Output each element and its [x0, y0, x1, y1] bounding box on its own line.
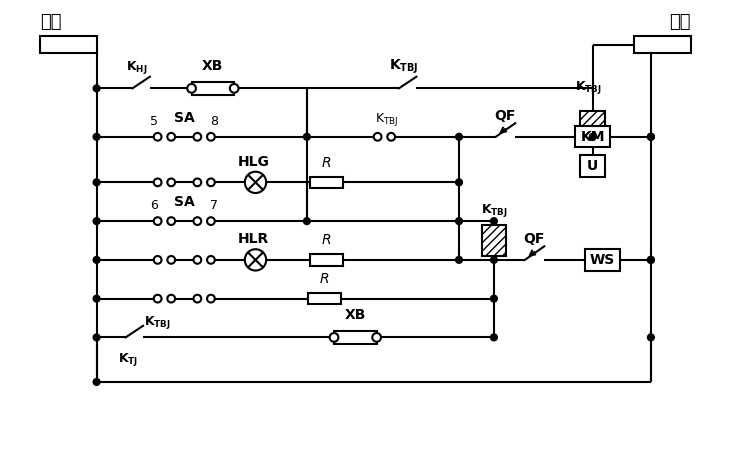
Bar	[575, 126, 610, 147]
Circle shape	[455, 179, 463, 186]
Circle shape	[245, 249, 266, 271]
Circle shape	[93, 295, 100, 302]
Circle shape	[93, 85, 100, 92]
Circle shape	[589, 133, 596, 140]
Circle shape	[207, 133, 215, 141]
Circle shape	[303, 218, 310, 224]
Circle shape	[167, 178, 175, 186]
Circle shape	[455, 133, 463, 140]
Circle shape	[648, 256, 654, 263]
Circle shape	[491, 256, 497, 263]
Circle shape	[648, 133, 654, 140]
Text: KM: KM	[580, 130, 605, 144]
Circle shape	[207, 295, 215, 303]
Text: U: U	[587, 159, 599, 173]
Text: 5: 5	[150, 115, 158, 128]
Bar	[192, 82, 234, 95]
Text: $R$: $R$	[321, 156, 331, 170]
Text: I: I	[491, 233, 496, 247]
Text: K$_{\mathregular{TBJ}}$: K$_{\mathregular{TBJ}}$	[481, 202, 508, 219]
Bar	[310, 254, 343, 266]
Circle shape	[374, 133, 382, 141]
Text: K$_{\mathregular{TBJ}}$: K$_{\mathregular{TBJ}}$	[144, 314, 171, 331]
Circle shape	[648, 334, 654, 341]
Text: SA: SA	[174, 195, 194, 210]
Text: WS: WS	[590, 253, 615, 267]
Bar	[580, 110, 605, 140]
Circle shape	[207, 178, 215, 186]
Text: QF: QF	[523, 232, 545, 247]
Circle shape	[372, 333, 381, 342]
Text: 7: 7	[210, 199, 218, 212]
Text: K$_{\mathregular{TBJ}}$: K$_{\mathregular{TBJ}}$	[389, 57, 419, 76]
Bar	[580, 155, 605, 176]
Text: XB: XB	[202, 59, 224, 73]
Circle shape	[167, 217, 175, 225]
Circle shape	[303, 133, 310, 140]
Circle shape	[154, 217, 162, 225]
Circle shape	[491, 218, 497, 224]
Text: QF: QF	[494, 109, 515, 123]
Circle shape	[93, 218, 100, 224]
Circle shape	[207, 217, 215, 225]
Circle shape	[330, 333, 338, 342]
Circle shape	[154, 178, 162, 186]
Circle shape	[194, 256, 201, 264]
Circle shape	[93, 133, 100, 140]
Text: XB: XB	[344, 308, 366, 322]
Circle shape	[491, 334, 497, 341]
Text: $R$: $R$	[319, 272, 330, 286]
Bar	[334, 331, 376, 343]
Circle shape	[648, 256, 654, 263]
Circle shape	[491, 295, 497, 302]
Bar	[40, 36, 96, 53]
Circle shape	[207, 256, 215, 264]
Circle shape	[455, 218, 463, 224]
Text: 負極: 負極	[669, 13, 691, 31]
Text: 正極: 正極	[40, 13, 62, 31]
Text: HLR: HLR	[238, 232, 269, 247]
Bar	[310, 176, 343, 188]
Text: 6: 6	[150, 199, 158, 212]
Circle shape	[387, 133, 395, 141]
Circle shape	[167, 133, 175, 141]
Text: K$_{\mathregular{TBJ}}$: K$_{\mathregular{TBJ}}$	[575, 79, 602, 96]
Text: 8: 8	[210, 115, 218, 128]
Circle shape	[154, 133, 162, 141]
Bar	[635, 36, 691, 53]
Circle shape	[154, 256, 162, 264]
Circle shape	[93, 379, 100, 385]
Circle shape	[648, 133, 654, 140]
Circle shape	[194, 133, 201, 141]
Circle shape	[455, 256, 463, 263]
Bar	[482, 225, 506, 256]
Circle shape	[194, 217, 201, 225]
Circle shape	[194, 295, 201, 303]
Circle shape	[187, 84, 196, 92]
Text: K$_{\mathregular{TBJ}}$: K$_{\mathregular{TBJ}}$	[375, 111, 398, 128]
Circle shape	[167, 295, 175, 303]
Text: K$_{\mathregular{TJ}}$: K$_{\mathregular{TJ}}$	[118, 351, 138, 368]
Circle shape	[154, 295, 162, 303]
Text: K$_{\mathregular{HJ}}$: K$_{\mathregular{HJ}}$	[126, 59, 147, 76]
Bar	[585, 249, 620, 271]
Circle shape	[230, 84, 238, 92]
Circle shape	[93, 334, 100, 341]
Bar	[308, 293, 341, 304]
Circle shape	[167, 256, 175, 264]
Text: $R$: $R$	[321, 233, 331, 247]
Text: HLG: HLG	[238, 155, 270, 169]
Circle shape	[194, 178, 201, 186]
Text: SA: SA	[174, 111, 194, 125]
Circle shape	[93, 179, 100, 186]
Circle shape	[93, 256, 100, 263]
Circle shape	[245, 172, 266, 193]
